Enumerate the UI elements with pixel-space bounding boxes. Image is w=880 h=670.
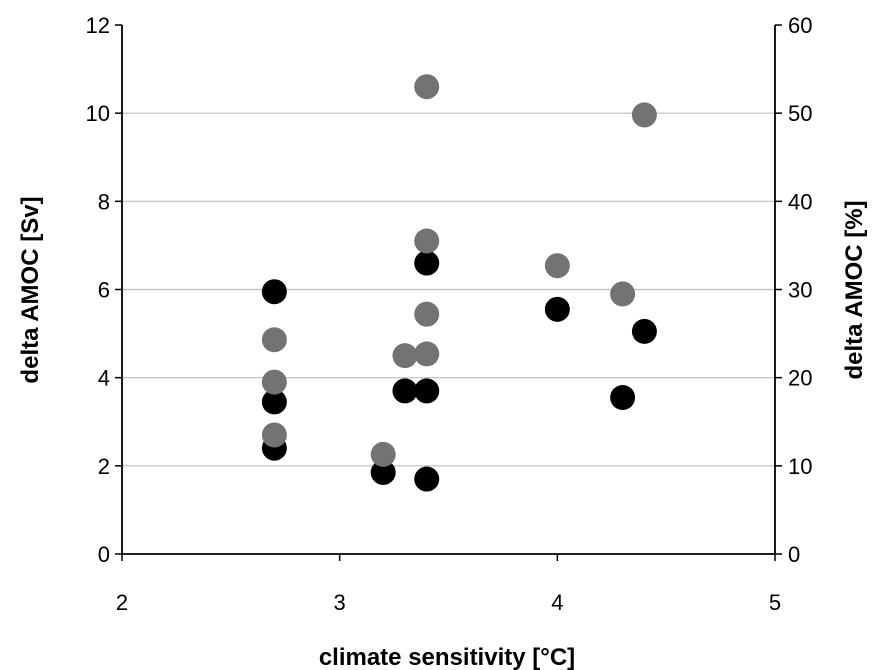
x-tick-label: 3: [334, 590, 346, 615]
data-point-sv: [370, 459, 396, 485]
data-point-sv: [631, 318, 657, 344]
data-point-sv: [414, 250, 440, 276]
data-point-percent: [414, 301, 440, 327]
data-point-percent: [414, 341, 440, 367]
data-point-percent: [261, 369, 287, 395]
y-tick-label: 0: [98, 542, 110, 567]
y2-tick-label: 10: [788, 454, 812, 479]
y2-tick-label: 0: [788, 542, 800, 567]
y-tick-label: 2: [98, 454, 110, 479]
data-point-percent: [414, 228, 440, 254]
y2-tick-label: 60: [788, 13, 812, 38]
data-point-percent: [544, 253, 570, 279]
data-points: [261, 74, 657, 492]
y-tick-label: 4: [98, 366, 110, 391]
y-tick-label: 10: [86, 101, 110, 126]
data-point-percent: [261, 422, 287, 448]
y2-axis-title: delta AMOC [%]: [841, 200, 868, 379]
y-tick-label: 6: [98, 278, 110, 303]
y-tick-label: 8: [98, 189, 110, 214]
data-point-sv: [414, 466, 440, 492]
x-axis-title: climate sensitivity [°C]: [319, 644, 575, 670]
data-point-percent: [261, 327, 287, 353]
data-point-percent: [392, 343, 418, 369]
data-point-percent: [414, 74, 440, 100]
y-tick-label: 12: [86, 13, 110, 38]
x-tick-label: 4: [551, 590, 563, 615]
data-point-percent: [631, 102, 657, 128]
data-point-sv: [392, 378, 418, 404]
y2-tick-label: 30: [788, 278, 812, 303]
y2-tick-label: 20: [788, 366, 812, 391]
y2-tick-label: 40: [788, 189, 812, 214]
y-axis-title: delta AMOC [Sv]: [17, 196, 44, 383]
y2-tick-label: 50: [788, 101, 812, 126]
gridlines: [122, 112, 775, 467]
data-point-sv: [261, 279, 287, 305]
data-point-sv: [261, 389, 287, 415]
axes: [115, 24, 782, 561]
data-point-sv: [414, 378, 440, 404]
data-point-sv: [544, 296, 570, 322]
data-point-sv: [610, 385, 636, 411]
x-tick-label: 5: [769, 590, 781, 615]
x-tick-label: 2: [116, 590, 128, 615]
data-point-percent: [370, 441, 396, 467]
data-point-percent: [610, 281, 636, 307]
